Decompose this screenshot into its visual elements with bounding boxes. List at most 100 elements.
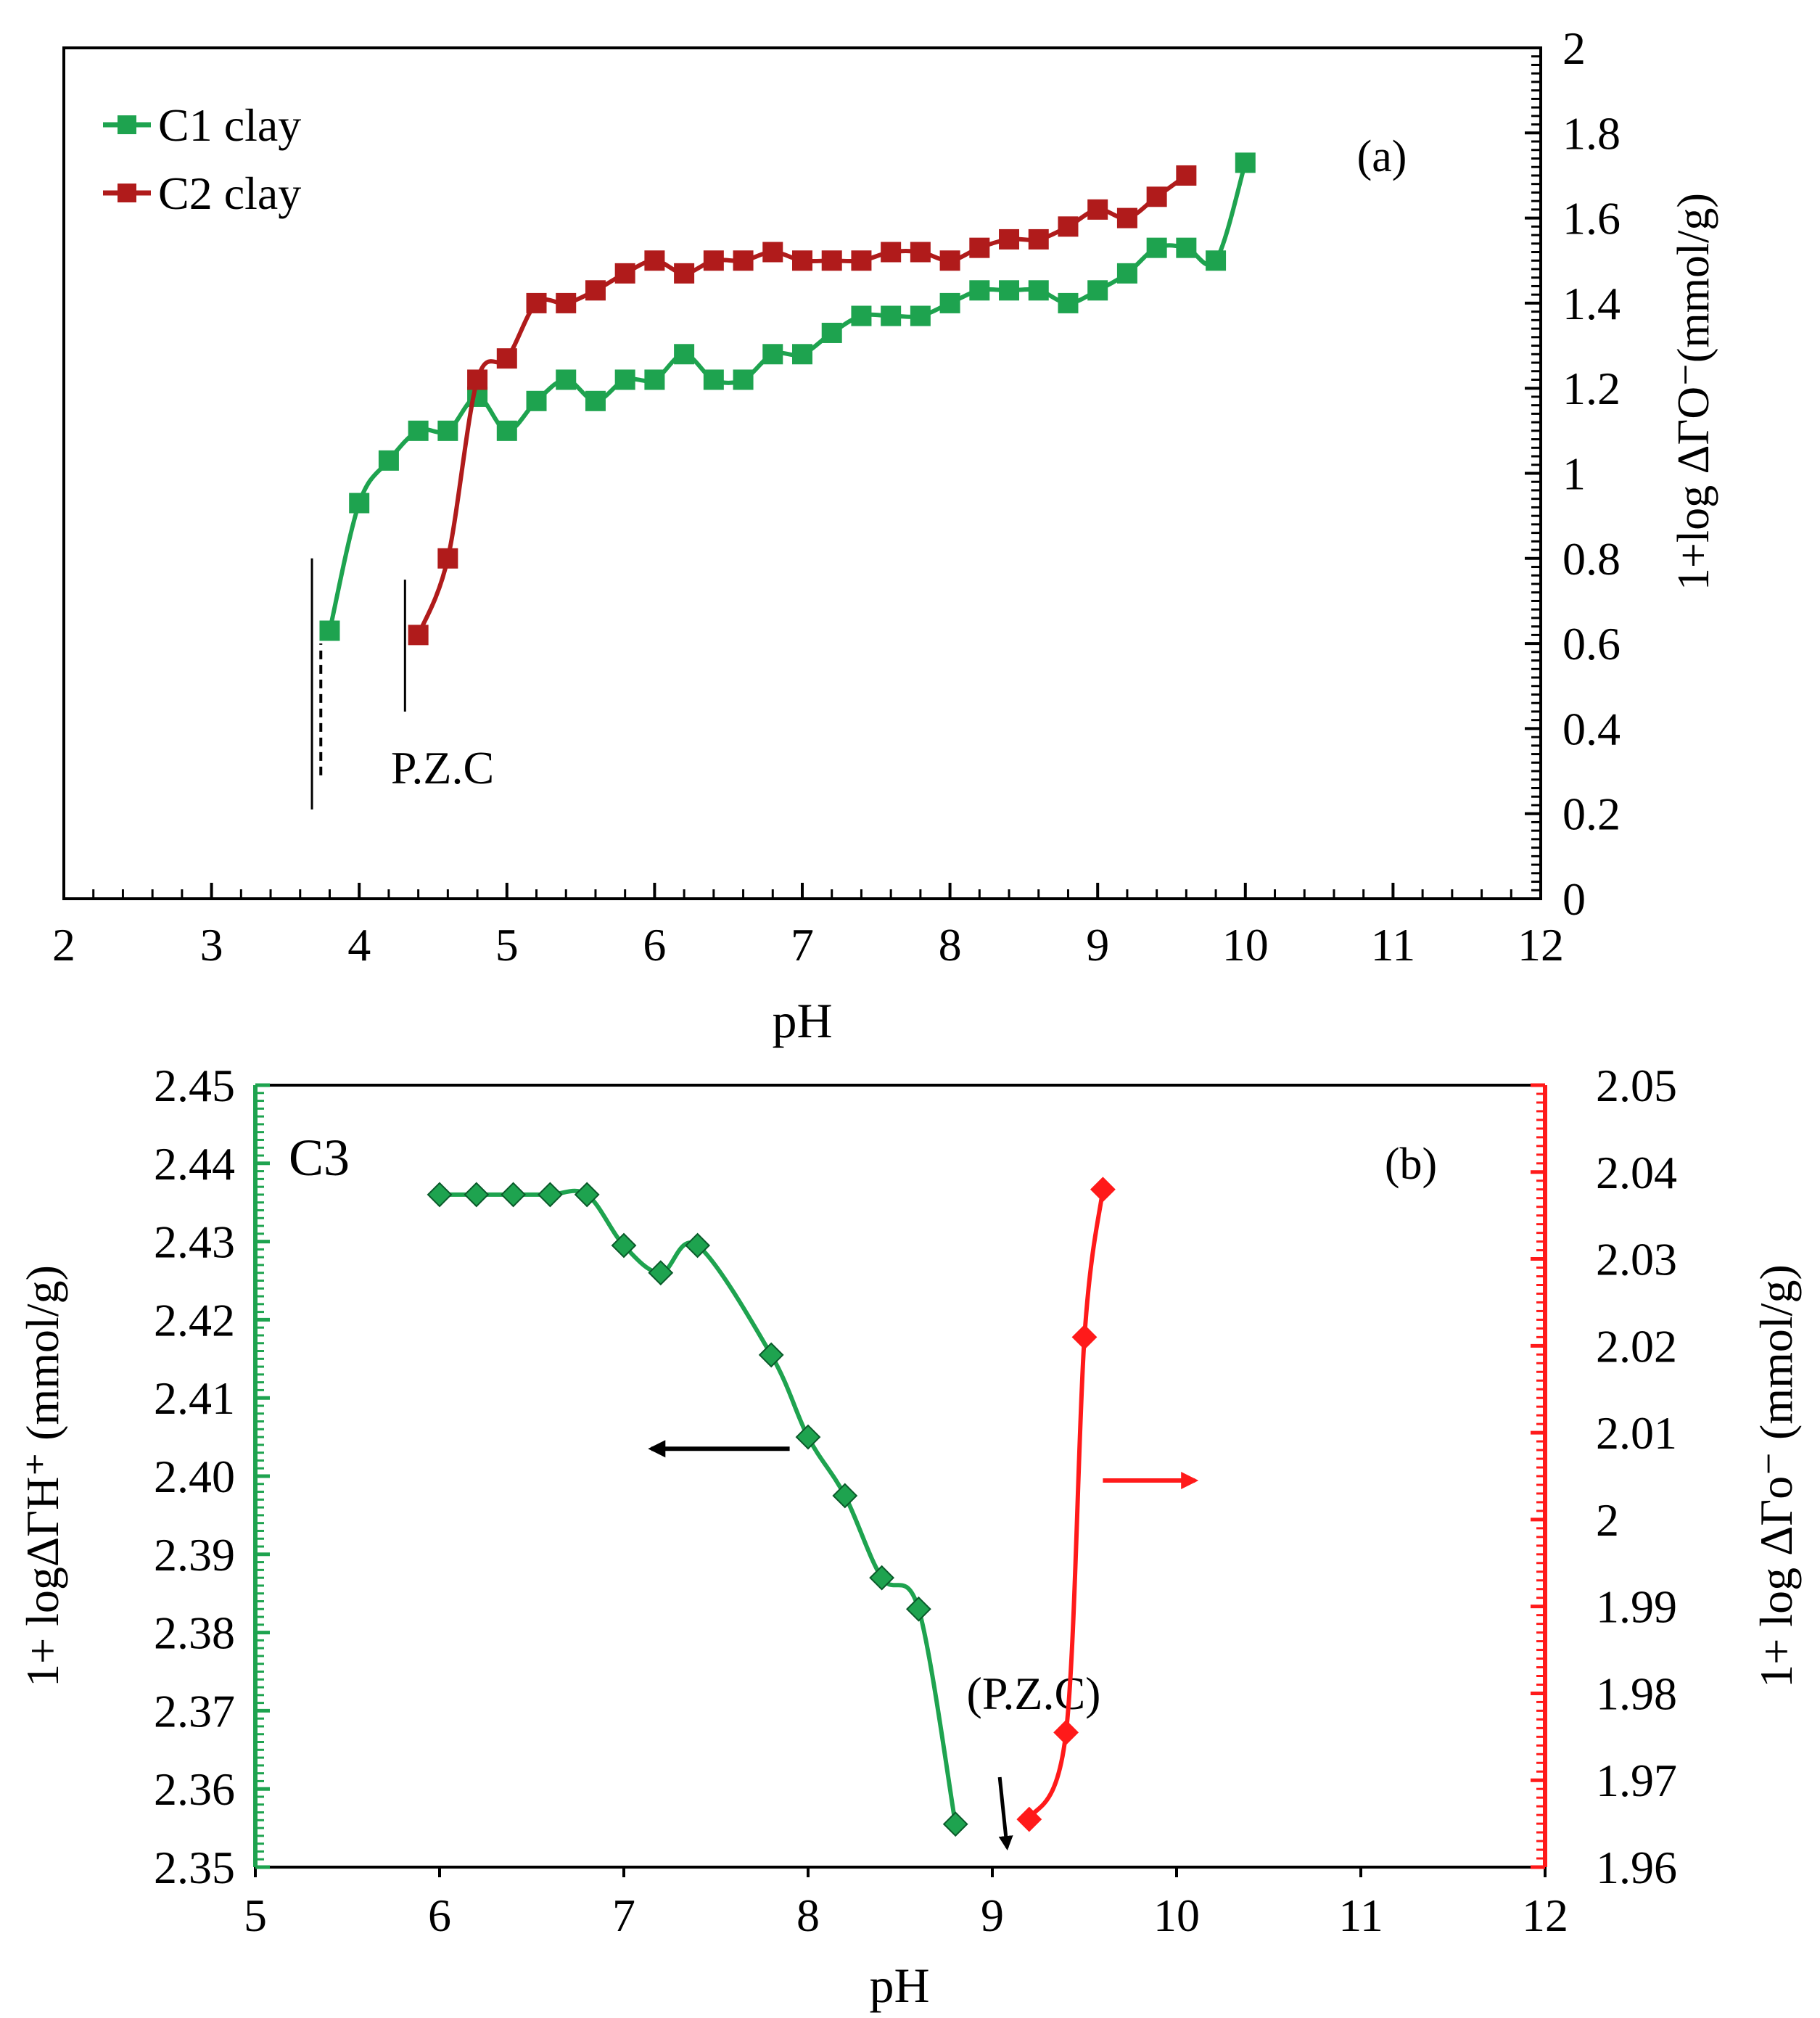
data-point [437, 420, 458, 441]
left-tick-label: 2.35 [154, 1842, 235, 1893]
data-point [674, 263, 695, 284]
data-point [437, 548, 458, 569]
data-point [939, 250, 960, 271]
chart-panel-b: 5 6 7 8 9 10 11 12 2.35 2.36 2.37 2.38 2.39 2.40 2.41… [17, 1060, 1802, 2013]
data-point [585, 390, 606, 411]
right-tick-label: 2 [1596, 1494, 1619, 1546]
data-point [574, 1182, 600, 1208]
data-point [795, 1424, 821, 1450]
data-point [648, 1260, 674, 1286]
data-point [969, 280, 990, 301]
data-point [910, 242, 931, 263]
data-point [378, 450, 399, 471]
data-point [1176, 237, 1197, 258]
left-tick-label: 2.40 [154, 1451, 235, 1502]
data-point [905, 1596, 931, 1622]
x-tick-label: 5 [495, 919, 519, 971]
data-point [614, 263, 635, 284]
data-point [1058, 292, 1079, 313]
chart-panel-a: 2 3 4 5 6 7 8 9 10 11 12 0 0.2 0.4 0.6 0.8 1 1.2 1.4 1.6 1.… [52, 22, 1718, 1048]
x-tick-label: 3 [200, 919, 223, 971]
data-point [881, 242, 902, 263]
x-tick-label: 5 [244, 1890, 267, 1941]
data-point [1028, 280, 1049, 301]
left-tick-label: 2.44 [154, 1138, 235, 1190]
panel-b-arrows [648, 1440, 1199, 1851]
legend-c2-marker [118, 184, 136, 202]
panel-a-y-ticks [1525, 46, 1541, 900]
data-point [851, 305, 872, 326]
x-tick-label: 7 [791, 919, 814, 971]
left-tick-label: 2.39 [154, 1529, 235, 1581]
left-tick-label: 2.43 [154, 1216, 235, 1268]
data-point [1116, 207, 1137, 228]
data-point [1206, 250, 1227, 271]
x-tick-label: 6 [428, 1890, 451, 1941]
data-point [703, 250, 724, 271]
panel-b-right-ticks [1531, 1083, 1545, 1869]
y-tick-label: 1.4 [1562, 278, 1621, 329]
data-point [614, 369, 635, 390]
panel-b-x-axis-title: pH [869, 1958, 929, 2013]
left-tick-label: 2.37 [154, 1685, 235, 1737]
panel-b-label: (b) [1385, 1140, 1437, 1189]
data-point [1087, 199, 1108, 220]
data-point [1146, 237, 1167, 258]
panel-b-right-axis-title: 1+ log ΔΓo⁻ (mmol/g) [1750, 1264, 1802, 1688]
left-tick-label: 2.36 [154, 1763, 235, 1815]
series-line [327, 162, 1248, 632]
panel-b-series [427, 1177, 1116, 1837]
data-point [685, 1232, 711, 1259]
panel-a-series [319, 152, 1256, 646]
data-point [611, 1232, 637, 1259]
data-point [939, 292, 960, 313]
data-point [1090, 1177, 1116, 1203]
panel-b-right-tick-labels: 1.96 1.97 1.98 1.99 2 2.01 2.02 2.03 2.04 2.05 [1596, 1060, 1677, 1893]
right-tick-label: 2.03 [1596, 1234, 1677, 1285]
data-point [821, 250, 842, 271]
data-point [526, 292, 547, 313]
data-point [496, 348, 517, 369]
data-point [464, 1182, 490, 1208]
panel-a-x-ticks [62, 883, 1542, 899]
right-tick-label: 1.96 [1596, 1842, 1677, 1893]
y-tick-label: 1.2 [1562, 363, 1621, 414]
data-point [703, 369, 724, 390]
right-tick-label: 2.04 [1596, 1147, 1677, 1198]
data-point [526, 390, 547, 411]
x-tick-label: 8 [939, 919, 962, 971]
y-tick-label: 0 [1562, 873, 1586, 925]
y-tick-label: 0.6 [1562, 618, 1621, 670]
panel-b-x-ticks [254, 1867, 1547, 1877]
panel-a-y-tick-labels: 0 0.2 0.4 0.6 0.8 1 1.2 1.4 1.6 1.8 2 [1562, 22, 1621, 925]
series-line [440, 1188, 958, 1825]
panel-b-left-tick-labels: 2.35 2.36 2.37 2.38 2.39 2.40 2.41 2.42 2.43 2.44… [154, 1060, 235, 1893]
data-point [349, 493, 370, 514]
panel-b-left-axis-title: 1+ logΔΓH⁺ (mmol/g) [17, 1265, 68, 1687]
data-point [1058, 216, 1079, 237]
data-point [585, 280, 606, 301]
x-tick-label: 12 [1518, 919, 1564, 971]
x-tick-label: 12 [1522, 1890, 1568, 1941]
y-tick-label: 1.8 [1562, 107, 1621, 159]
panel-a-pzc-annotation: P.Z.C [391, 742, 494, 794]
data-point [969, 237, 990, 258]
data-point [408, 420, 429, 441]
data-point [942, 1811, 968, 1837]
y-tick-label: 1.6 [1562, 193, 1621, 244]
left-tick-label: 2.38 [154, 1607, 235, 1659]
right-tick-label: 1.98 [1596, 1668, 1677, 1719]
data-point [319, 620, 340, 641]
x-tick-label: 2 [52, 919, 75, 971]
panel-a-x-tick-labels: 2 3 4 5 6 7 8 9 10 11 12 [52, 919, 1564, 971]
data-point [792, 250, 812, 271]
x-tick-label: 6 [643, 919, 666, 971]
data-point [556, 369, 577, 390]
right-tick-label: 2.02 [1596, 1320, 1677, 1372]
data-point [1146, 186, 1167, 207]
x-tick-label: 10 [1222, 919, 1269, 971]
data-point [1053, 1719, 1079, 1745]
x-tick-label: 9 [1086, 919, 1109, 971]
data-point [537, 1182, 563, 1208]
left-tick-label: 2.42 [154, 1294, 235, 1346]
